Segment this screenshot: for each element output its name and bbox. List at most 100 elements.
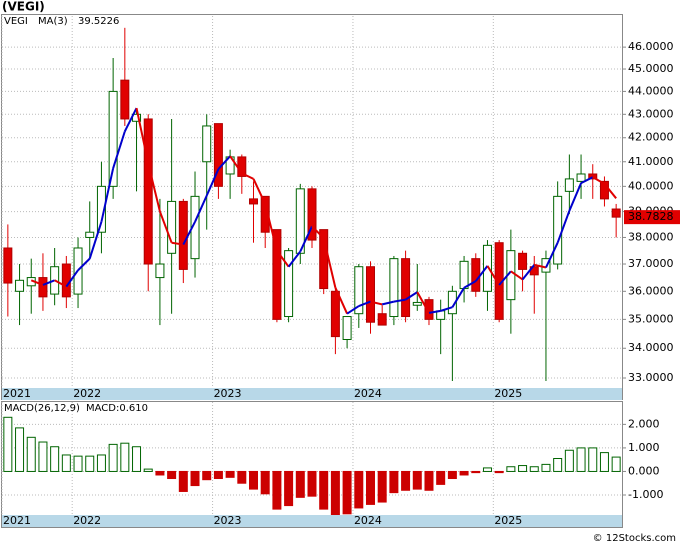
ma-segment: [229, 155, 243, 174]
ma-segment: [580, 176, 594, 185]
bar: [330, 470, 340, 515]
candle-body: [167, 200, 177, 254]
bar: [96, 454, 106, 472]
bars: [3, 416, 621, 515]
x-tick-label: 2021: [3, 514, 31, 527]
ma-segment: [147, 163, 161, 212]
x-tick-label: 2023: [214, 514, 242, 527]
ma-segment: [440, 306, 453, 312]
candle-body: [260, 195, 270, 233]
macd-panel: [1, 401, 623, 528]
ma-segment: [276, 250, 290, 268]
ma-segment: [428, 309, 441, 314]
ma-segment: [556, 210, 571, 244]
candle-body: [553, 195, 563, 265]
candle-body: [202, 125, 212, 163]
bar: [38, 441, 48, 472]
bar: [237, 470, 247, 484]
ma-segment: [534, 263, 547, 269]
bar: [553, 458, 563, 472]
bar: [143, 468, 153, 472]
y-tick-label: 42.0000: [628, 131, 674, 144]
candle-body: [272, 229, 282, 320]
bar: [447, 470, 457, 480]
candle-body: [564, 178, 574, 192]
ma-segment: [603, 183, 617, 199]
candle-body: [482, 244, 492, 292]
x-tick-label: 2025: [494, 514, 522, 527]
candle-body: [611, 208, 621, 218]
ma-segment: [182, 221, 196, 246]
candle-body: [120, 79, 130, 120]
y-tick-label: 40.0000: [628, 179, 674, 192]
bar: [284, 470, 294, 507]
bar: [132, 446, 142, 472]
ma-segment: [381, 300, 395, 306]
bar: [354, 470, 364, 509]
bar: [178, 470, 188, 492]
ma-segment: [42, 279, 56, 286]
candle-body: [412, 301, 422, 306]
ma-segment: [252, 178, 267, 205]
ma-segment: [521, 264, 536, 281]
ma-segment: [346, 305, 360, 315]
ma-segment: [77, 257, 91, 271]
y-tick-label: 34.0000: [628, 341, 674, 354]
bar: [471, 470, 481, 474]
y-tick-label: 33.0000: [628, 371, 674, 384]
bar: [50, 446, 60, 472]
ma-segment: [451, 287, 465, 308]
ma-segment: [217, 155, 231, 170]
bar: [342, 470, 352, 515]
bar: [202, 470, 212, 481]
legend-name: VEGI: [4, 16, 28, 27]
bar: [73, 455, 83, 472]
candle-body: [307, 188, 317, 241]
y-tick-label: 41.0000: [628, 155, 674, 168]
candle-body: [447, 290, 457, 315]
candle-body: [330, 290, 340, 338]
bar: [155, 470, 165, 476]
bar: [225, 470, 235, 478]
candle-body: [284, 250, 294, 318]
candle-body: [471, 258, 481, 292]
ma-segment: [510, 270, 524, 281]
ma-segment: [158, 211, 173, 244]
x-axis-band: [2, 515, 622, 527]
ma-segment: [474, 265, 489, 282]
candle-body: [354, 266, 364, 315]
footer: © 12Stocks.com: [593, 533, 676, 544]
ma-segment: [370, 300, 383, 306]
ma-segment: [322, 238, 337, 288]
bar: [365, 470, 375, 505]
ma-segment: [358, 300, 371, 308]
ma-segment: [299, 225, 313, 252]
ma-segment: [194, 195, 208, 223]
ma-segment: [135, 107, 150, 164]
ma-segment: [171, 241, 184, 246]
ma-segment: [545, 242, 559, 268]
ma-segment: [498, 270, 512, 286]
candle-body: [15, 279, 25, 292]
bar: [518, 465, 528, 472]
ma-segment: [123, 107, 138, 132]
y-tick-label: 46.0000: [628, 40, 674, 53]
ma-segment: [393, 298, 406, 303]
ma-segment: [65, 269, 79, 288]
x-tick-label: 2025: [494, 387, 522, 400]
ma-segment: [416, 291, 430, 314]
bar: [249, 470, 259, 490]
candle-body: [377, 313, 387, 326]
ma-segment: [54, 279, 67, 288]
candle-body: [143, 118, 153, 265]
candle-body: [401, 258, 411, 318]
bar: [459, 470, 469, 476]
candle-body: [424, 299, 434, 320]
y-tick-label: 45.0000: [628, 62, 674, 75]
ma-segment: [205, 168, 220, 197]
ma-segment: [100, 168, 115, 223]
candle-body: [459, 260, 469, 290]
candle-body: [365, 266, 375, 323]
bar: [3, 416, 13, 472]
